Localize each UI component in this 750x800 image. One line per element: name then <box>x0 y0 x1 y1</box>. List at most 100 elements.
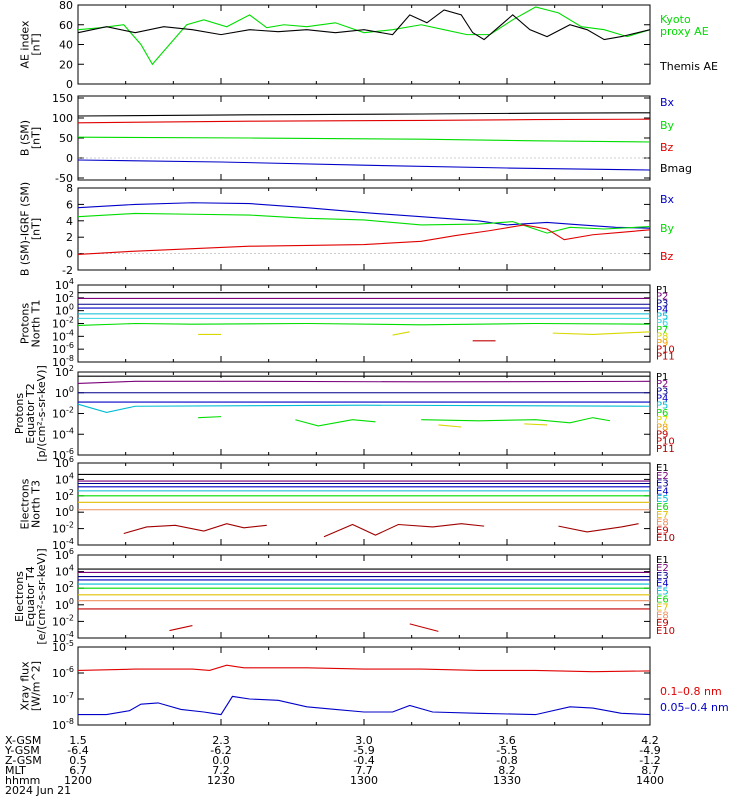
channel-label: P5 <box>656 401 668 412</box>
channel-label: E1 <box>656 463 669 474</box>
panel-frame <box>77 554 651 639</box>
channel-label: P2 <box>656 379 668 390</box>
data-segment <box>169 625 193 632</box>
footer-value: 8.7 <box>641 764 659 777</box>
footer-value: 7.7 <box>355 764 373 777</box>
footer-row-label: X-GSM <box>5 734 41 747</box>
channel-label: E8 <box>656 518 669 529</box>
legend-entry: Bz <box>660 141 674 154</box>
y-axis-label-line: B (SM)-IGRF (SM) <box>19 182 32 276</box>
footer-value: 7.2 <box>212 764 230 777</box>
channel-label: E6 <box>656 502 669 513</box>
footer-value: 1400 <box>636 774 664 787</box>
orbit-footer: X-GSM 1.5 2.3 3.0 3.6 4.2 Y-GSM -6.4 -6.2 -5.9 -5.… <box>4 734 664 797</box>
channel-label: E3 <box>656 479 669 490</box>
y-tick-label: 80 <box>59 0 73 12</box>
y-tick-label: -50 <box>55 172 73 185</box>
y-tick-label: 10-5 <box>52 639 74 654</box>
channel-label: P6 <box>656 318 668 329</box>
y-tick-label: 10-4 <box>52 537 74 552</box>
y-axis-label-line: [e/(cm²-s-sr-keV)] <box>35 548 48 644</box>
y-tick-label: 6 <box>66 198 73 211</box>
y-axis-label-line: Equator T2 <box>24 383 37 443</box>
channel-label: P5 <box>656 312 668 323</box>
y-tick-label: 102 <box>55 290 74 305</box>
channel-label: E4 <box>656 486 669 497</box>
y-tick-label: 10-7 <box>52 691 74 706</box>
footer-value: -5.5 <box>496 744 517 757</box>
y-tick-label: 104 <box>55 564 74 579</box>
legend-entry: Bx <box>660 96 675 109</box>
data-segment <box>558 523 639 533</box>
channel-label: P10 <box>656 345 675 356</box>
legend-entry: Bz <box>660 250 674 263</box>
channel-label: P7 <box>656 415 668 426</box>
legend-entry: proxy AE <box>660 25 709 38</box>
y-tick-label: 10-8 <box>52 717 74 732</box>
footer-value: -0.4 <box>353 754 374 767</box>
y-tick-label: 8 <box>66 182 73 195</box>
channel-label: E7 <box>656 602 669 613</box>
legend-entry: By <box>660 222 675 235</box>
legend-entry: 0.05–0.4 nm <box>660 701 729 714</box>
y-axis-label-line: Equator T4 <box>24 566 37 626</box>
y-tick-label: 102 <box>55 488 74 503</box>
footer-value: 1300 <box>350 774 378 787</box>
y-tick-label: 100 <box>55 597 74 612</box>
series-line-bz <box>77 118 651 124</box>
channel-label: P3 <box>656 386 668 397</box>
y-tick-label: 10-2 <box>52 316 74 331</box>
series-line-by <box>77 136 651 143</box>
footer-value: 1230 <box>207 774 235 787</box>
y-axis-label: B (SM)[nT] <box>19 120 43 156</box>
channel-label: E7 <box>656 510 669 521</box>
channel-label: E9 <box>656 618 669 629</box>
series-line-themis-ae <box>77 9 651 41</box>
y-axis-label-line: [W/m^2] <box>30 661 43 711</box>
legend-entry: Themis AE <box>659 60 718 73</box>
y-axis-label-line: B (SM) <box>19 120 32 156</box>
y-tick-label: 100 <box>55 385 74 400</box>
y-tick-label: 10-2 <box>52 521 74 536</box>
panel-3: -2 0 2 4 6 8 B (SM)-IGRF (SM)[nT] Bx By Bz <box>19 182 675 277</box>
legend-entry: By <box>660 119 675 132</box>
y-tick-label: 106 <box>55 547 74 562</box>
series-line-p5 <box>77 403 651 414</box>
y-tick-label: 10-4 <box>52 426 74 441</box>
data-segment <box>123 523 267 535</box>
y-tick-label: 10-6 <box>52 665 74 680</box>
legend-entry: Kyoto <box>660 13 691 26</box>
channel-label: P9 <box>656 338 668 349</box>
footer-value: -4.9 <box>639 744 660 757</box>
y-tick-label: 2 <box>66 231 73 244</box>
footer-row-label: hhmm <box>5 774 40 787</box>
footer-value: -0.8 <box>496 754 517 767</box>
channel-label: E2 <box>656 563 669 574</box>
y-tick-label: 60 <box>59 19 73 32</box>
footer-value: 3.0 <box>355 734 373 747</box>
channel-label: E4 <box>656 579 669 590</box>
data-segment <box>438 424 462 428</box>
footer-value: 0.0 <box>212 754 230 767</box>
footer-value: 8.2 <box>498 764 516 777</box>
footer-value: 0.5 <box>69 754 87 767</box>
panel-8: 10-8 10-7 10-6 10-5 Xray flux[W/m^2] 0.1–0.8 … <box>19 639 729 732</box>
y-axis-label-line: Electrons <box>13 571 26 622</box>
channel-label: E10 <box>656 533 675 544</box>
footer-value: -1.2 <box>639 754 660 767</box>
y-axis-label-line: Electrons <box>19 478 32 529</box>
footer-value: 1330 <box>493 774 521 787</box>
channel-label: P1 <box>656 285 668 296</box>
channel-label: P6 <box>656 408 668 419</box>
y-tick-label: 104 <box>55 277 74 292</box>
y-tick-label: 104 <box>55 471 74 486</box>
channel-label: P4 <box>656 394 668 405</box>
y-tick-label: 50 <box>59 132 73 145</box>
series-line-by <box>77 212 651 234</box>
data-segment <box>409 623 439 632</box>
y-tick-label: -2 <box>62 264 73 277</box>
y-tick-label: 100 <box>55 303 74 318</box>
